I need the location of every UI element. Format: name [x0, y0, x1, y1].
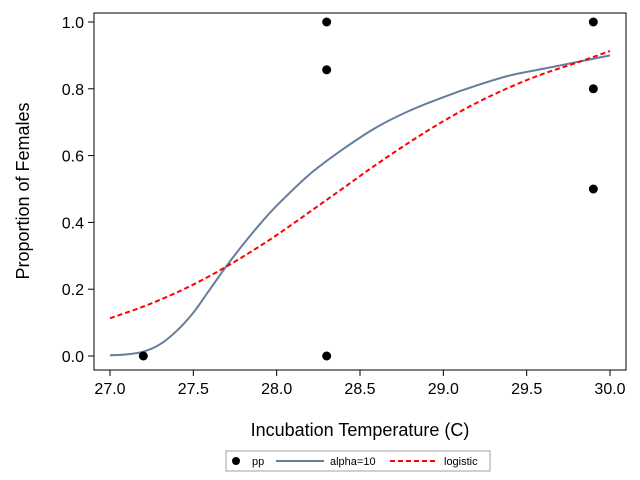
x-tick-label: 29.5 — [511, 381, 542, 398]
y-tick-label: 0.0 — [62, 349, 84, 366]
y-tick-label: 0.2 — [62, 282, 84, 299]
x-tick-label: 28.5 — [344, 381, 375, 398]
legend-label: pp — [252, 456, 264, 468]
legend-frame — [225, 450, 491, 472]
series-curves — [109, 50, 611, 357]
legend-label: logistic — [444, 456, 478, 468]
x-tick-label: 29.0 — [428, 381, 459, 398]
plot-frame — [93, 12, 627, 371]
legend: pp alpha=10 logistic — [225, 450, 491, 472]
series-line-alpha-10 — [109, 54, 611, 357]
x-tick-label: 27.5 — [178, 381, 209, 398]
series-points — [138, 17, 598, 361]
legend-marker-pp — [232, 457, 240, 465]
data-point — [588, 184, 598, 194]
y-axis: 0.0 0.2 0.4 0.6 0.8 1.0 — [62, 15, 94, 366]
data-point — [588, 84, 598, 94]
y-tick-label: 0.6 — [62, 149, 84, 166]
data-point — [322, 351, 332, 361]
y-tick-label: 0.4 — [62, 215, 84, 232]
data-point — [322, 65, 332, 75]
y-axis-title: Proportion of Females — [13, 102, 33, 279]
x-tick-label: 30.0 — [594, 381, 625, 398]
data-point — [138, 351, 148, 361]
legend-label: alpha=10 — [330, 456, 376, 468]
x-tick-label: 28.0 — [261, 381, 292, 398]
data-point — [322, 17, 332, 27]
x-axis: 27.0 27.5 28.0 28.5 29.0 29.5 30.0 — [94, 370, 626, 398]
data-point — [588, 17, 598, 27]
x-axis-title: Incubation Temperature (C) — [251, 420, 470, 440]
y-tick-label: 1.0 — [62, 15, 84, 32]
series-line-logistic — [109, 50, 611, 320]
x-tick-label: 27.0 — [94, 381, 125, 398]
y-tick-label: 0.8 — [62, 82, 84, 99]
